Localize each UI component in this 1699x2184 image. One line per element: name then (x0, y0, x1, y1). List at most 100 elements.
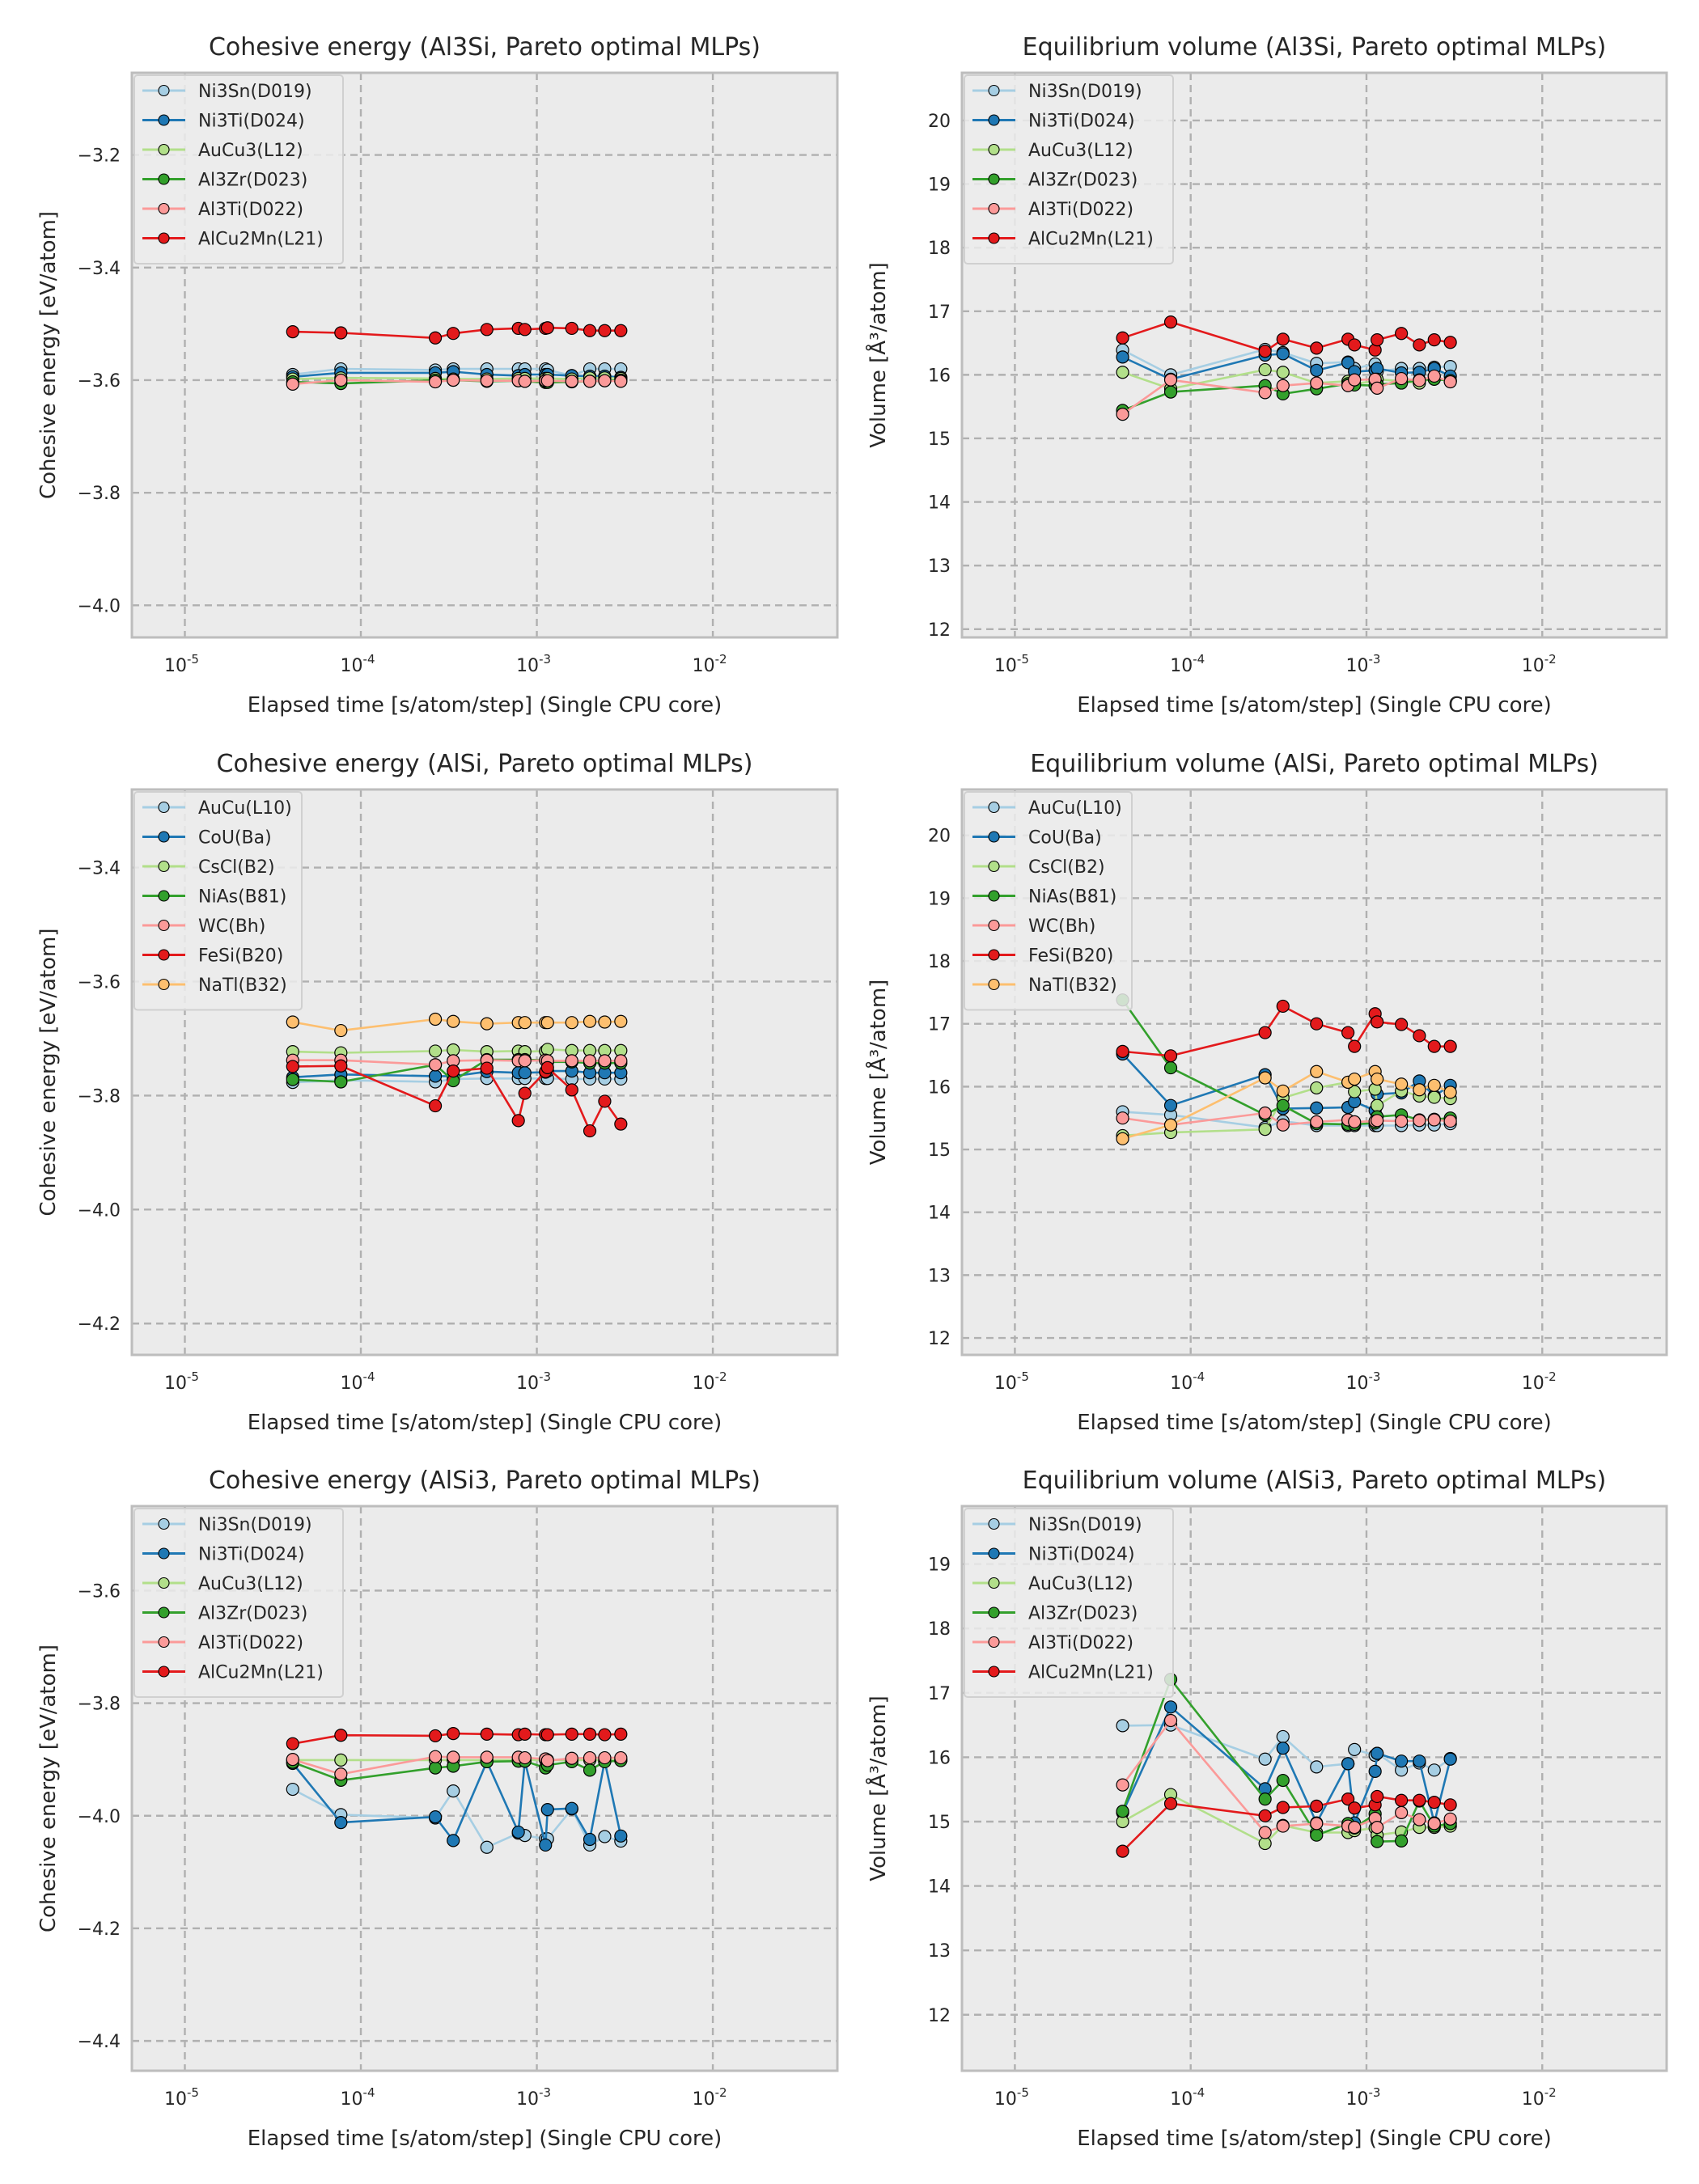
data-point (447, 1727, 460, 1741)
data-point (1395, 371, 1409, 386)
x-tick-base: 10 (164, 656, 187, 676)
data-point (518, 1086, 532, 1100)
data-point (447, 373, 460, 387)
legend-marker-swatch (988, 84, 1000, 97)
x-tick-base: 10 (1170, 656, 1193, 676)
y-tick-label: 19 (928, 176, 951, 196)
legend-item: Al3Zr(D023) (142, 171, 307, 191)
x-tick-label: 10-5 (164, 2085, 199, 2110)
y-axis-label: Cohesive energy [eV/atom] (36, 211, 61, 499)
chart-title: Equilibrium volume (AlSi3, Pareto optima… (1023, 1467, 1607, 1495)
legend-item: FeSi(B20) (972, 946, 1113, 967)
data-point (1371, 1072, 1384, 1086)
data-point (480, 1061, 494, 1075)
legend-item: Ni3Sn(D019) (972, 82, 1142, 102)
legend-label: AuCu(L10) (198, 798, 292, 819)
legend-label: AlCu2Mn(L21) (198, 230, 324, 250)
data-point (334, 1075, 348, 1089)
legend-label: Ni3Sn(D019) (198, 1515, 312, 1535)
y-tick-label: −3.8 (78, 484, 121, 504)
data-point (1413, 338, 1426, 352)
legend-marker-swatch (988, 232, 1000, 244)
y-tick-label: −3.2 (78, 146, 121, 167)
x-tick-exponent: -4 (1193, 2085, 1205, 2100)
legend-label: Ni3Ti(D024) (198, 1545, 305, 1565)
data-point (598, 1830, 612, 1843)
data-point (1427, 369, 1441, 383)
data-point (598, 1054, 612, 1068)
data-point (286, 1753, 299, 1767)
legend-marker-swatch (988, 114, 1000, 126)
data-point (286, 1015, 299, 1029)
data-point (1427, 1817, 1441, 1831)
data-point (1371, 333, 1384, 347)
data-point (286, 1060, 299, 1073)
data-point (1395, 1834, 1409, 1848)
legend-item: Ni3Ti(D024) (142, 1545, 305, 1565)
data-point (614, 1829, 628, 1843)
x-tick-label: 10-5 (994, 652, 1029, 676)
legend-marker-swatch (158, 1636, 170, 1649)
data-point (1116, 1044, 1129, 1058)
legend-marker-swatch (988, 831, 1000, 843)
data-point (480, 323, 494, 336)
y-tick-label: −4.0 (78, 1200, 121, 1221)
data-point (565, 321, 578, 336)
y-tick-label: 18 (928, 952, 951, 972)
legend-label: NiAs(B81) (198, 887, 286, 908)
data-point (1348, 1821, 1362, 1835)
data-point (428, 1069, 443, 1083)
chart-title: Cohesive energy (AlSi, Pareto optimal ML… (217, 750, 753, 778)
data-point (286, 1073, 299, 1086)
x-tick-label: 10-4 (1170, 1369, 1205, 1394)
data-point (1276, 999, 1290, 1014)
legend-label: AuCu(L10) (1028, 798, 1122, 819)
y-tick-label: −4.2 (78, 1919, 121, 1940)
data-point (614, 1727, 628, 1741)
data-point (1310, 1828, 1324, 1842)
data-point (1371, 1098, 1384, 1112)
data-point (614, 324, 628, 337)
data-point (1341, 356, 1355, 370)
x-tick-base: 10 (516, 1373, 539, 1394)
x-tick-exponent: -4 (363, 652, 375, 667)
x-tick-exponent: -2 (715, 2085, 727, 2100)
y-tick-label: 12 (928, 1329, 951, 1349)
data-point (1427, 1113, 1441, 1127)
series-WC(Bh) (1116, 1106, 1457, 1132)
legend-label: NaTl(B32) (1028, 976, 1117, 996)
data-point (1371, 1789, 1384, 1804)
legend-item: NaTl(B32) (972, 976, 1117, 996)
legend-marker-swatch (158, 202, 170, 215)
legend-label: AuCu3(L12) (1028, 1574, 1133, 1594)
data-point (511, 1825, 525, 1839)
data-point (428, 375, 443, 389)
data-point (1310, 1017, 1324, 1031)
legend-item: FeSi(B20) (142, 946, 283, 967)
legend-marker-swatch (988, 1547, 1000, 1560)
legend-box (964, 74, 1174, 265)
data-point (334, 326, 348, 340)
y-tick-label: 17 (928, 1015, 951, 1035)
data-point (1443, 1812, 1457, 1826)
x-tick-base: 10 (994, 656, 1017, 676)
x-tick-base: 10 (1170, 1373, 1193, 1394)
x-tick-base: 10 (1345, 1373, 1368, 1394)
grid (962, 1506, 1667, 2071)
legend-label: AlCu2Mn(L21) (1028, 1663, 1154, 1683)
data-point (1310, 341, 1324, 355)
data-point (565, 1801, 578, 1815)
x-tick-exponent: -3 (539, 652, 551, 667)
data-point (540, 1754, 554, 1767)
legend-label: AuCu3(L12) (1028, 141, 1133, 161)
x-tick-exponent: -5 (1017, 652, 1029, 667)
data-point (1258, 362, 1272, 377)
y-tick-label: 14 (928, 1877, 951, 1898)
x-tick-label: 10-5 (164, 1369, 199, 1394)
data-point (1116, 331, 1129, 345)
legend-item: CsCl(B2) (142, 857, 275, 878)
data-point (1310, 376, 1324, 390)
data-point (480, 1017, 494, 1031)
data-point (1395, 1793, 1409, 1807)
legend-marker-swatch (158, 114, 170, 126)
